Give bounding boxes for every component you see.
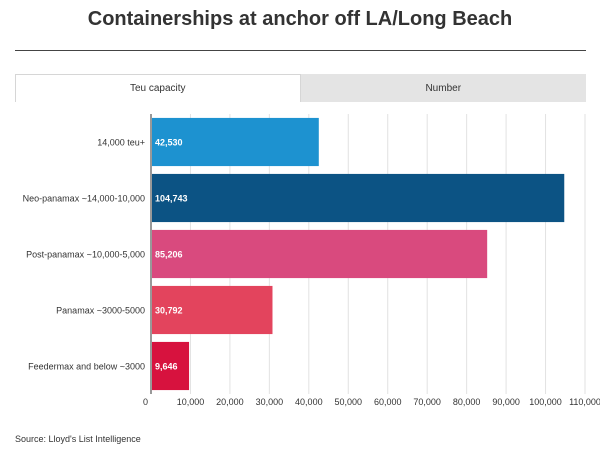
x-tick-label: 70,000 bbox=[413, 397, 441, 407]
bar-chart: 42,530 14,000 teu+ 104,743 Neo-panamax ~14,… bbox=[23, 114, 600, 407]
bar-value-label: 42,530 bbox=[155, 138, 183, 148]
tab-teu-capacity[interactable]: Teu capacity bbox=[15, 74, 301, 102]
x-tick-label: 100,000 bbox=[529, 397, 562, 407]
x-tick-label: 50,000 bbox=[335, 397, 363, 407]
bar bbox=[152, 229, 488, 279]
x-tick-label: 40,000 bbox=[295, 397, 323, 407]
category-label: 14,000 teu+ bbox=[97, 138, 145, 148]
source-note: Source: Lloyd's List Intelligence bbox=[15, 434, 141, 444]
category-label: Panamax ~3000-5000 bbox=[56, 306, 145, 316]
bar-value-label: 30,792 bbox=[155, 306, 183, 316]
category-label: Post-panamax ~10,000-5,000 bbox=[26, 250, 145, 260]
x-tick-label: 110,000 bbox=[569, 397, 600, 407]
x-tick-label: 90,000 bbox=[492, 397, 520, 407]
bar-value-label: 85,206 bbox=[155, 250, 183, 260]
tab-number[interactable]: Number bbox=[300, 74, 586, 102]
bar bbox=[152, 285, 273, 335]
category-label: Neo-panamax ~14,000-10,000 bbox=[23, 194, 145, 204]
x-tick-label: 0 bbox=[143, 397, 148, 407]
x-tick-label: 10,000 bbox=[177, 397, 205, 407]
x-tick-label: 80,000 bbox=[453, 397, 481, 407]
bar bbox=[152, 341, 190, 391]
x-tick-label: 30,000 bbox=[256, 397, 284, 407]
x-tick-label: 20,000 bbox=[216, 397, 244, 407]
bar-value-label: 104,743 bbox=[155, 194, 188, 204]
title-divider bbox=[15, 50, 586, 51]
chart-title: Containerships at anchor off LA/Long Bea… bbox=[87, 8, 513, 30]
bar bbox=[152, 173, 565, 223]
x-tick-label: 60,000 bbox=[374, 397, 402, 407]
bar bbox=[152, 117, 319, 167]
view-tabs: Teu capacity Number bbox=[15, 74, 586, 102]
category-label: Feedermax and below ~3000 bbox=[28, 362, 145, 372]
bar-value-label: 9,646 bbox=[155, 362, 178, 372]
